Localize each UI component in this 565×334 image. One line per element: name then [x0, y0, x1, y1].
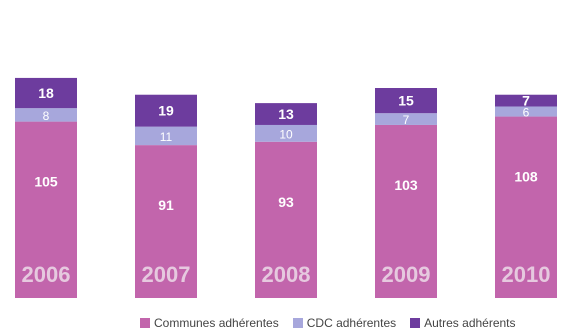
data-label-autres-2009: 15 [398, 93, 414, 109]
bar-cdc-2006 [15, 108, 77, 122]
bar-communes-2009 [375, 124, 437, 299]
legend-label-cdc: CDC adhérentes [306, 316, 397, 330]
bar-communes-2007 [135, 145, 197, 298]
legend-label-autres: Autres adhérents [424, 316, 516, 330]
bar-autres-2009 [375, 88, 437, 114]
bar-cdc-2007 [135, 126, 197, 146]
data-label-cdc-2010: 6 [523, 106, 530, 120]
legend-item-cdc: CDC adhérentes [292, 316, 397, 330]
bar-autres-2008 [255, 103, 317, 125]
bar-autres-2006 [15, 77, 77, 109]
data-label-communes-2008: 93 [278, 194, 294, 210]
legend-swatch-communes [140, 318, 150, 328]
bar-communes-2006 [15, 121, 77, 298]
bar-communes-2010 [495, 116, 557, 298]
data-label-autres-2008: 13 [278, 106, 294, 122]
data-label-cdc-2008: 10 [279, 127, 293, 141]
year-label-2009: 2009 [382, 262, 431, 287]
year-label-2008: 2008 [262, 262, 311, 287]
data-label-communes-2009: 103 [394, 177, 418, 193]
data-label-communes-2007: 91 [158, 197, 174, 213]
year-label-2006: 2006 [22, 262, 71, 287]
legend-item-autres: Autres adhérents [410, 316, 516, 330]
data-label-autres-2007: 19 [158, 103, 174, 119]
data-label-cdc-2007: 11 [160, 130, 173, 144]
data-label-cdc-2009: 7 [403, 113, 410, 127]
bar-cdc-2010 [495, 106, 557, 117]
bar-autres-2007 [135, 94, 197, 127]
legend-swatch-cdc [292, 318, 303, 328]
data-label-autres-2010: 7 [522, 93, 530, 109]
year-label-2007: 2007 [142, 262, 191, 287]
legend-label-communes: Communes adhérentes [154, 316, 279, 330]
legend-item-communes: Communes adhérentes [140, 316, 279, 330]
bar-autres-2010 [495, 94, 557, 107]
data-label-communes-2006: 105 [34, 174, 58, 190]
legend-swatch-autres [410, 318, 421, 328]
legend: Communes adhérentes CDC adhérentes Autre… [140, 316, 516, 330]
bar-cdc-2008 [255, 124, 317, 142]
year-label-2010: 2010 [502, 262, 551, 287]
data-label-cdc-2006: 8 [43, 109, 50, 123]
bar-cdc-2009 [375, 113, 437, 125]
data-label-communes-2010: 108 [514, 169, 538, 185]
bar-communes-2008 [255, 141, 317, 298]
data-label-autres-2006: 18 [38, 85, 54, 101]
